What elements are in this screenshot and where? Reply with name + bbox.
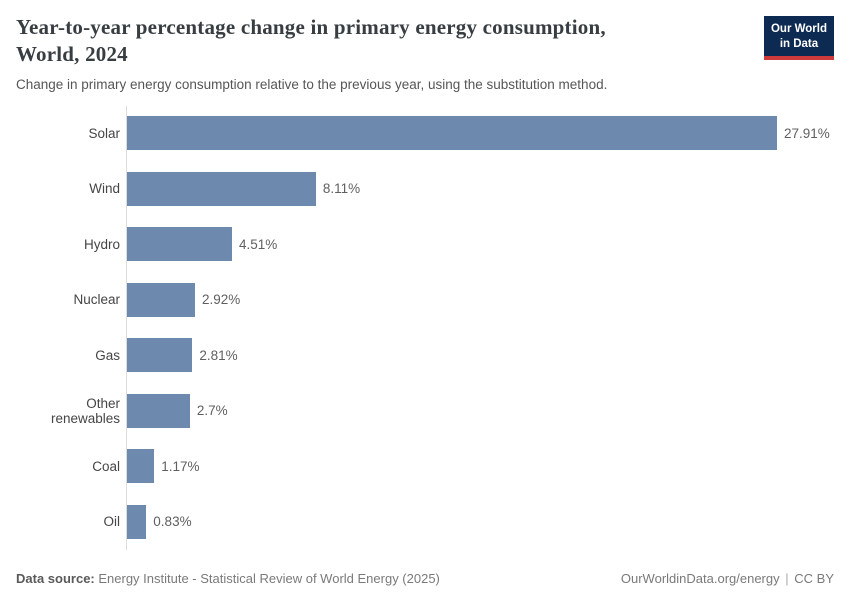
chart-title-line2: World, 2024 xyxy=(16,42,128,67)
value-label: 4.51% xyxy=(239,236,278,252)
chart-subtitle: Change in primary energy consumption rel… xyxy=(16,76,608,92)
bar-row: Nuclear 2.92% xyxy=(16,272,834,328)
bar-row: Gas 2.81% xyxy=(16,327,834,384)
category-label-oil: Oil xyxy=(103,514,121,530)
data-source-value: Energy Institute - Statistical Review of… xyxy=(94,571,440,586)
bar-row: Hydro 4.51% xyxy=(16,216,834,273)
data-source-label: Data source: xyxy=(16,571,95,586)
plot-area: 2.81% xyxy=(126,327,834,384)
chart-title: Year-to-year percentage change in primar… xyxy=(16,14,607,69)
bar-oil[interactable] xyxy=(127,504,147,539)
value-label: 8.11% xyxy=(322,181,361,197)
plot-area: 2.7% xyxy=(126,383,834,439)
bar-hydro[interactable] xyxy=(127,227,232,262)
plot-area: 2.92% xyxy=(126,272,834,328)
bar-wind[interactable] xyxy=(127,171,316,206)
category-label-nuclear: Nuclear xyxy=(73,292,120,308)
value-label: 2.81% xyxy=(199,347,238,363)
plot-area: 0.83% xyxy=(126,494,834,550)
value-label: 27.91% xyxy=(784,125,830,141)
category-label-coal: Coal xyxy=(92,458,120,474)
data-source: Data source: Energy Institute - Statisti… xyxy=(16,571,440,586)
owid-url-link[interactable]: OurWorldinData.org/energy xyxy=(620,571,780,586)
plot-area: 1.17% xyxy=(126,438,834,495)
plot-area: 8.11% xyxy=(126,161,834,217)
value-label: 2.92% xyxy=(202,292,241,308)
bar-row: Oil 0.83% xyxy=(16,494,834,550)
bar-row: Other renewables 2.7% xyxy=(16,383,834,439)
category-label-hydro: Hydro xyxy=(83,236,120,252)
bar-row: Coal 1.17% xyxy=(16,438,834,495)
owid-logo-line1: Our World xyxy=(770,23,827,35)
license-label: CC BY xyxy=(794,571,834,586)
bar-nuclear[interactable] xyxy=(127,282,195,317)
credit: OurWorldinData.org/energy | CC BY xyxy=(621,571,834,586)
owid-logo-line2: in Data xyxy=(779,37,819,50)
bar-other-renewables[interactable] xyxy=(127,393,190,428)
bar-row: Solar 27.91% xyxy=(16,105,834,162)
category-label-solar: Solar xyxy=(88,125,120,141)
plot-area: 4.51% xyxy=(126,216,834,273)
value-label: 1.17% xyxy=(161,458,200,474)
bar-gas[interactable] xyxy=(127,338,193,373)
credit-separator: | xyxy=(785,571,789,586)
bar-row: Wind 8.11% xyxy=(16,161,834,217)
value-label: 2.7% xyxy=(196,403,228,419)
plot-area: 27.91% xyxy=(126,105,834,162)
bar-coal[interactable] xyxy=(127,449,155,484)
category-label-gas: Gas xyxy=(95,347,120,363)
chart-header: Year-to-year percentage change in primar… xyxy=(16,14,834,92)
chart-footer: Data source: Energy Institute - Statisti… xyxy=(16,565,834,586)
bar-rows-container: Solar 27.91% Wind 8.11% Hydro 4.51% Nuclear 2.9… xyxy=(16,105,834,550)
value-label: 0.83% xyxy=(153,514,192,530)
bar-solar[interactable] xyxy=(127,116,777,151)
category-label-other-renewables: Other renewables xyxy=(50,395,120,426)
bar-chart: Solar 27.91% Wind 8.11% Hydro 4.51% Nuclear 2.9… xyxy=(16,105,834,565)
owid-logo[interactable]: Our World in Data xyxy=(763,16,834,60)
chart-title-line1: Year-to-year percentage change in primar… xyxy=(16,15,606,39)
title-block: Year-to-year percentage change in primar… xyxy=(16,14,607,92)
category-label-wind: Wind xyxy=(89,181,120,197)
